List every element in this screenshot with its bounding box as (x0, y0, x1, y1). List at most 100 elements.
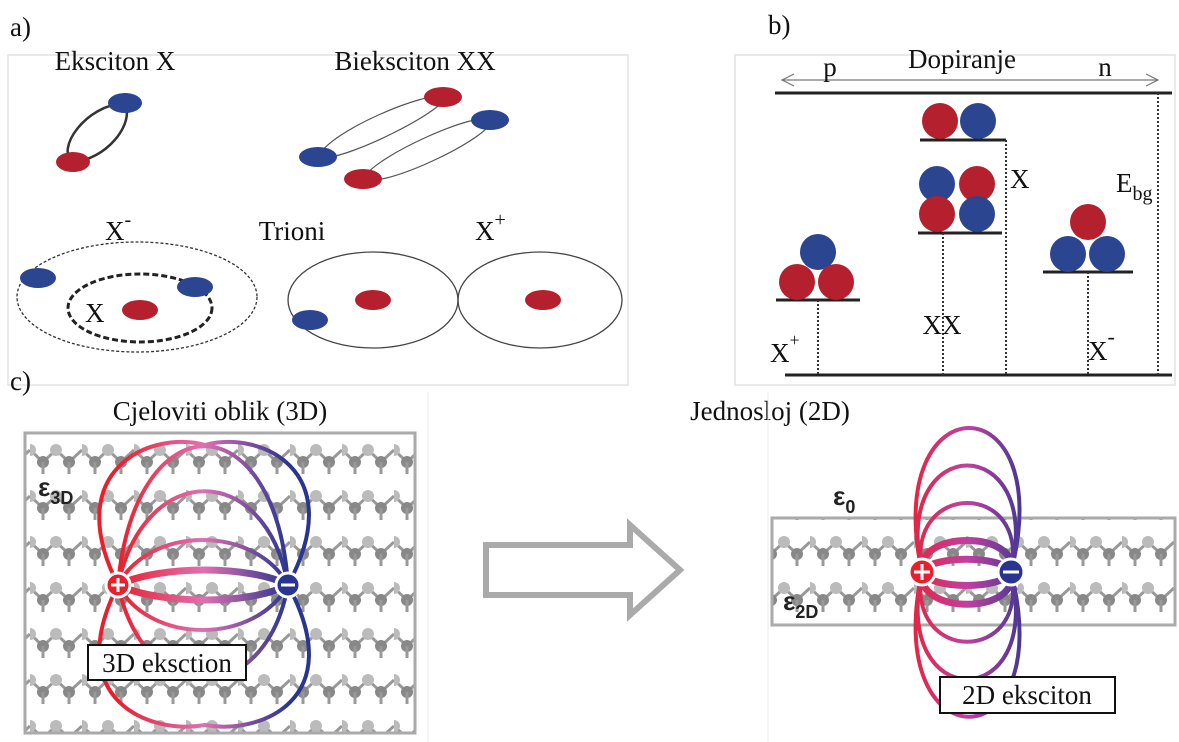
biexciton-part (424, 87, 462, 107)
biexciton-part (299, 147, 337, 167)
p-label: p (823, 52, 837, 82)
biexciton-part (344, 169, 382, 189)
label-sup: + (790, 330, 800, 350)
level-x-minus-part (1070, 204, 1106, 240)
level-x-plus-part (818, 264, 854, 300)
label-base: X (475, 216, 495, 246)
monolayer-part-part (915, 463, 1018, 573)
label-base: X (770, 338, 790, 368)
bulk-crystal-part (111, 578, 125, 592)
label-sub: 0 (845, 497, 855, 517)
monolayer-part-part (913, 426, 1022, 573)
panel-label: a) (10, 12, 31, 42)
x-label: X (1010, 164, 1030, 194)
bulk-crystal-part-part (116, 584, 290, 632)
doping-label: Dopiranje (908, 44, 1016, 74)
level-x-plus-part (779, 264, 815, 300)
label-base: ε (833, 481, 845, 511)
bulk-crystal-part-part (116, 538, 290, 586)
n-label: n (1098, 52, 1112, 82)
inner-x-label: X (85, 298, 105, 328)
exciton-label: Eksciton X (55, 46, 176, 76)
bulk-crystal-part (23, 431, 417, 735)
exciton-3d-label: 3D eksction (102, 648, 232, 678)
level-x-minus-part (1050, 236, 1086, 272)
trion-minus-part (20, 268, 56, 288)
exciton-pair-part (56, 152, 90, 172)
level-xx-part (959, 166, 995, 202)
panel-frame (7, 54, 629, 386)
trion-minus-part (66, 272, 214, 344)
monolayer (770, 426, 1177, 719)
trion-minus-part (16, 241, 258, 353)
bulk-crystal-part-part (97, 440, 311, 586)
biexciton (299, 87, 509, 189)
trion-plus-part (457, 251, 623, 349)
trion-plus (287, 251, 623, 349)
label-sup: - (125, 209, 132, 231)
label-base: ε (38, 472, 50, 502)
monolayer-part-part (913, 571, 1022, 719)
panel-a: a) Eksciton X Bieksciton XX X- Trioni X+… (7, 12, 629, 386)
trion-plus-part (355, 290, 391, 310)
level-xx-part (919, 166, 955, 202)
level-x-minus (1043, 204, 1133, 375)
panel-label: c) (10, 366, 31, 396)
panel-label: b) (768, 10, 791, 40)
trion-minus-label: X- (105, 209, 131, 246)
monolayer-part (914, 564, 930, 580)
mono-title: Jednosloj (2D) (690, 396, 850, 426)
level-x (920, 103, 1007, 375)
bulk-crystal-part-part (116, 581, 290, 604)
eps-2d-label: ε2D (783, 586, 818, 622)
trion-minus-part (122, 300, 158, 320)
doping-arrow (780, 73, 1160, 87)
biexciton-part (317, 95, 445, 159)
level-xx-part (959, 196, 995, 232)
label-box (939, 676, 1116, 714)
exciton-pair (56, 93, 142, 172)
level-xx (918, 166, 1002, 375)
level-x-part (960, 103, 996, 139)
monolayer-part (770, 516, 1177, 627)
level-xx-part (919, 196, 955, 232)
trions-label: Trioni (259, 216, 326, 246)
label-base: X (1088, 336, 1108, 366)
label-sub: 2D (795, 602, 818, 622)
label-sub: 3D (50, 488, 73, 508)
label-sub: bg (1133, 183, 1153, 205)
panel-c: c) Cjeloviti oblik (3D) Jednosloj (2D) (10, 366, 1177, 742)
doping-arrow-part (780, 73, 795, 87)
bulk-crystal-part-part (116, 566, 290, 589)
label-base: ε (783, 586, 795, 616)
bulk-title: Cjeloviti oblik (3D) (113, 396, 327, 426)
biexciton-part (471, 110, 509, 130)
exciton-2d-label: 2D eksciton (962, 680, 1092, 710)
level-x-part (922, 103, 958, 139)
xx-label: XX (923, 310, 962, 340)
bulk-crystal-part-part (116, 489, 290, 586)
trion-minus-part (177, 277, 213, 297)
label-box (87, 644, 247, 681)
label-sup: - (1108, 324, 1115, 349)
panel-b: b) p Dopiranje n Ebg X XX (734, 10, 1176, 386)
label-sup: + (495, 209, 506, 231)
trion-minus: X (16, 241, 258, 353)
biexciton-part (362, 118, 491, 181)
bandgap-label: Ebg (1116, 168, 1153, 205)
label-base: E (1116, 168, 1133, 198)
monolayer-part-part (918, 571, 1015, 644)
trion-plus-part (292, 310, 328, 330)
eps-0-label: ε0 (833, 481, 855, 517)
x-minus-label: X- (1088, 324, 1115, 366)
eps-3d-label: ε3D (38, 472, 73, 508)
biexciton-label: Bieksciton XX (334, 46, 496, 76)
label-base: X (105, 216, 125, 246)
x-plus-label: X+ (770, 330, 800, 368)
exciton-pair-part (108, 93, 142, 113)
level-x-plus-part (800, 234, 836, 270)
monolayer-part-part (918, 501, 1015, 573)
trion-plus-label: X+ (475, 209, 506, 246)
doping-arrow-part (1145, 73, 1160, 87)
